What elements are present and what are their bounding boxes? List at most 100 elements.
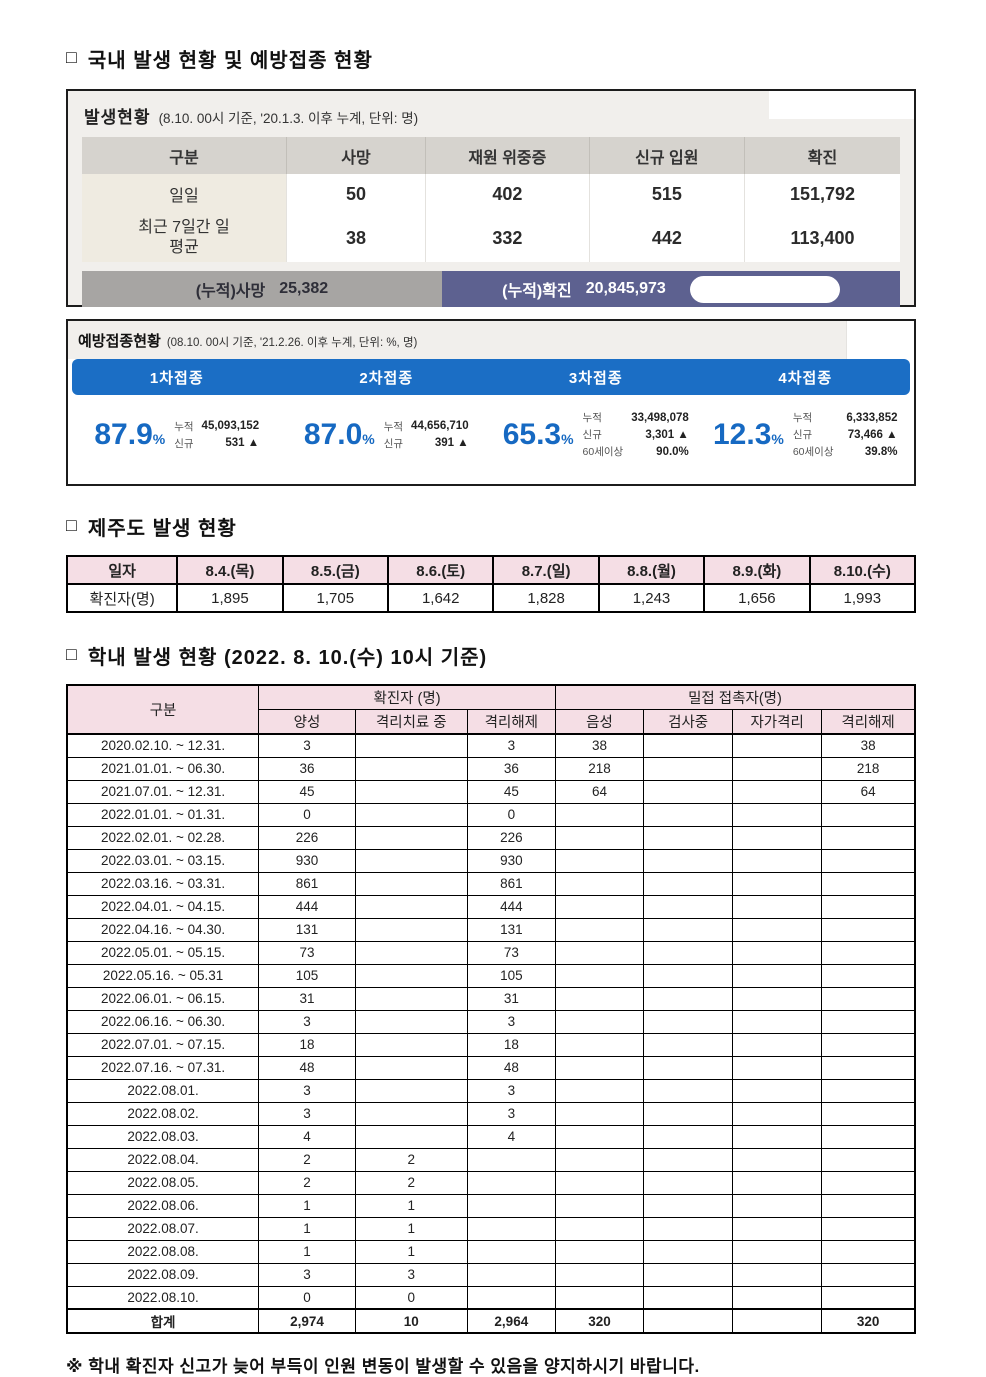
table-row: 2022.06.01. ~ 06.15. 31 31 [66,986,916,1011]
table-cell [732,1101,823,1126]
table-cell [821,1124,916,1149]
dose-1-stats: 87.9% 누적 45,093,152 신규 531 ▲ [72,395,282,468]
table-cell [732,1285,823,1310]
table-cell: 2021.01.01. ~ 06.30. [66,756,260,781]
table-cell [732,1124,823,1149]
column-group-confirmed: 확진자 (명) [258,684,556,710]
table-row: 2022.04.16. ~ 04.30. 131 131 [66,917,916,942]
table-cell [821,1055,916,1080]
row-label: 일일 [82,174,287,214]
total-label: 합계 [66,1308,260,1334]
table-cell [554,963,645,988]
table-cell: 누적 [792,412,813,424]
table-cell: 2022.08.02. [66,1101,260,1126]
table-cell [821,1262,916,1287]
table-cell: 2022.05.01. ~ 05.15. [66,940,260,965]
table-row: 2022.04.01. ~ 04.15. 444 444 [66,894,916,919]
table-cell: 2 [354,1147,468,1172]
vaccination-dose-header: 1차접종 2차접종 3차접종 4차접종 [72,359,910,395]
school-table-body: 2020.02.10. ~ 12.31. 3 3 38 38 2021.01.01. ~ … [66,733,916,1310]
table-cell [554,1147,645,1172]
table-cell: 73 [466,940,556,965]
table-cell [354,1009,468,1034]
table-cell [554,940,645,965]
table-row: 누적 44,656,710 [384,418,469,435]
table-cell [821,917,916,942]
table-cell: 2022.08.09. [66,1262,260,1287]
column-header: 일자 [65,555,179,585]
table-cell [466,1147,556,1172]
cumulative-death-label: (누적)사망 [195,283,266,300]
table-cell: 320 [554,1308,645,1334]
table-cell: 2022.08.06. [66,1193,260,1218]
table-cell: 1,993 [808,583,917,613]
section-title-school: □ 학내 발생 현황 (2022. 8. 10.(수) 10시 기준) [66,641,916,670]
table-cell [732,871,823,896]
table-cell: 1 [354,1216,468,1241]
table-cell [354,940,468,965]
vaccination-label-row: 예방접종현황 (08.10. 00시 기준, '21.2.26. 이후 누계, … [68,321,914,359]
table-cell [354,894,468,919]
section-title-jeju: □ 제주도 발생 현황 [66,512,916,541]
table-cell: 402 [425,174,590,214]
table-cell [554,871,645,896]
table-cell [643,871,734,896]
table-cell [643,1216,734,1241]
table-cell: 930 [466,848,556,873]
table-row: 2022.08.07. 1 1 [66,1216,916,1241]
table-cell: 2022.06.16. ~ 06.30. [66,1009,260,1034]
table-cell [554,1032,645,1057]
table-cell: 2022.08.03. [66,1124,260,1149]
table-cell: 2022.04.01. ~ 04.15. [66,894,260,919]
column-header: 8.8.(월) [597,555,706,585]
table-cell [821,1285,916,1310]
column-header: 양성 [258,709,356,735]
table-cell: 151,792 [744,174,900,214]
table-cell: 0 [354,1285,468,1310]
table-cell [354,802,468,827]
table-cell: 0 [258,802,356,827]
table-row: 신규 3,301 ▲ [583,426,689,443]
table-cell: 10 [354,1308,468,1334]
table-cell [732,1308,823,1334]
table-row: 누적 6,333,852 [793,409,898,426]
table-cell [732,940,823,965]
table-cell: 444 [258,894,356,919]
table-cell [732,1032,823,1057]
table-cell: 90.0% [656,445,689,458]
table-cell [732,1170,823,1195]
table-header-row: 일자 8.4.(목) 8.5.(금) 8.6.(토) 8.7.(일) 8.8.(… [65,555,917,585]
table-cell [554,848,645,873]
dose-1-detail: 누적 45,093,152 신규 531 ▲ [174,418,259,452]
column-header: 재원 위중증 [425,137,590,174]
table-cell: 누적 [174,420,194,433]
table-cell [821,1239,916,1264]
table-cell: 1 [258,1239,356,1264]
row-label: 최근 7일간 일평균 [82,214,287,262]
table-cell: 39.8% [864,445,898,458]
occurrence-label: 발생현황 [84,108,151,127]
table-cell [466,1193,556,1218]
table-cell [466,1170,556,1195]
table-subheader-row: 양성 격리치료 중 격리해제 음성 검사중 자가격리 격리해제 [67,709,916,735]
table-cell [554,825,645,850]
table-cell: 0 [258,1285,356,1310]
table-cell [354,917,468,942]
column-header: 자가격리 [732,709,823,735]
table-row: 2022.03.01. ~ 03.15. 930 930 [66,848,916,873]
table-cell: 105 [258,963,356,988]
table-cell [554,917,645,942]
table-cell: 2022.07.16. ~ 07.31. [66,1055,260,1080]
table-cell [643,1285,734,1310]
table-row: 2022.08.09. 3 3 [66,1262,916,1287]
cumulative-confirmed: (누적)확진 20,845,973 [441,271,900,307]
table-cell: 1 [354,1239,468,1264]
table-cell: 105 [466,963,556,988]
dose-3-percent: 65.3% [502,417,574,451]
table-cell [643,848,734,873]
table-cell: 1,243 [597,583,706,613]
table-cell: 131 [466,917,556,942]
table-cell: 2 [258,1147,356,1172]
dose-4-detail: 누적 6,333,852 신규 73,466 ▲ 60세이상 39.8% [793,409,898,460]
dose-1-percent: 87.9% [94,417,166,451]
